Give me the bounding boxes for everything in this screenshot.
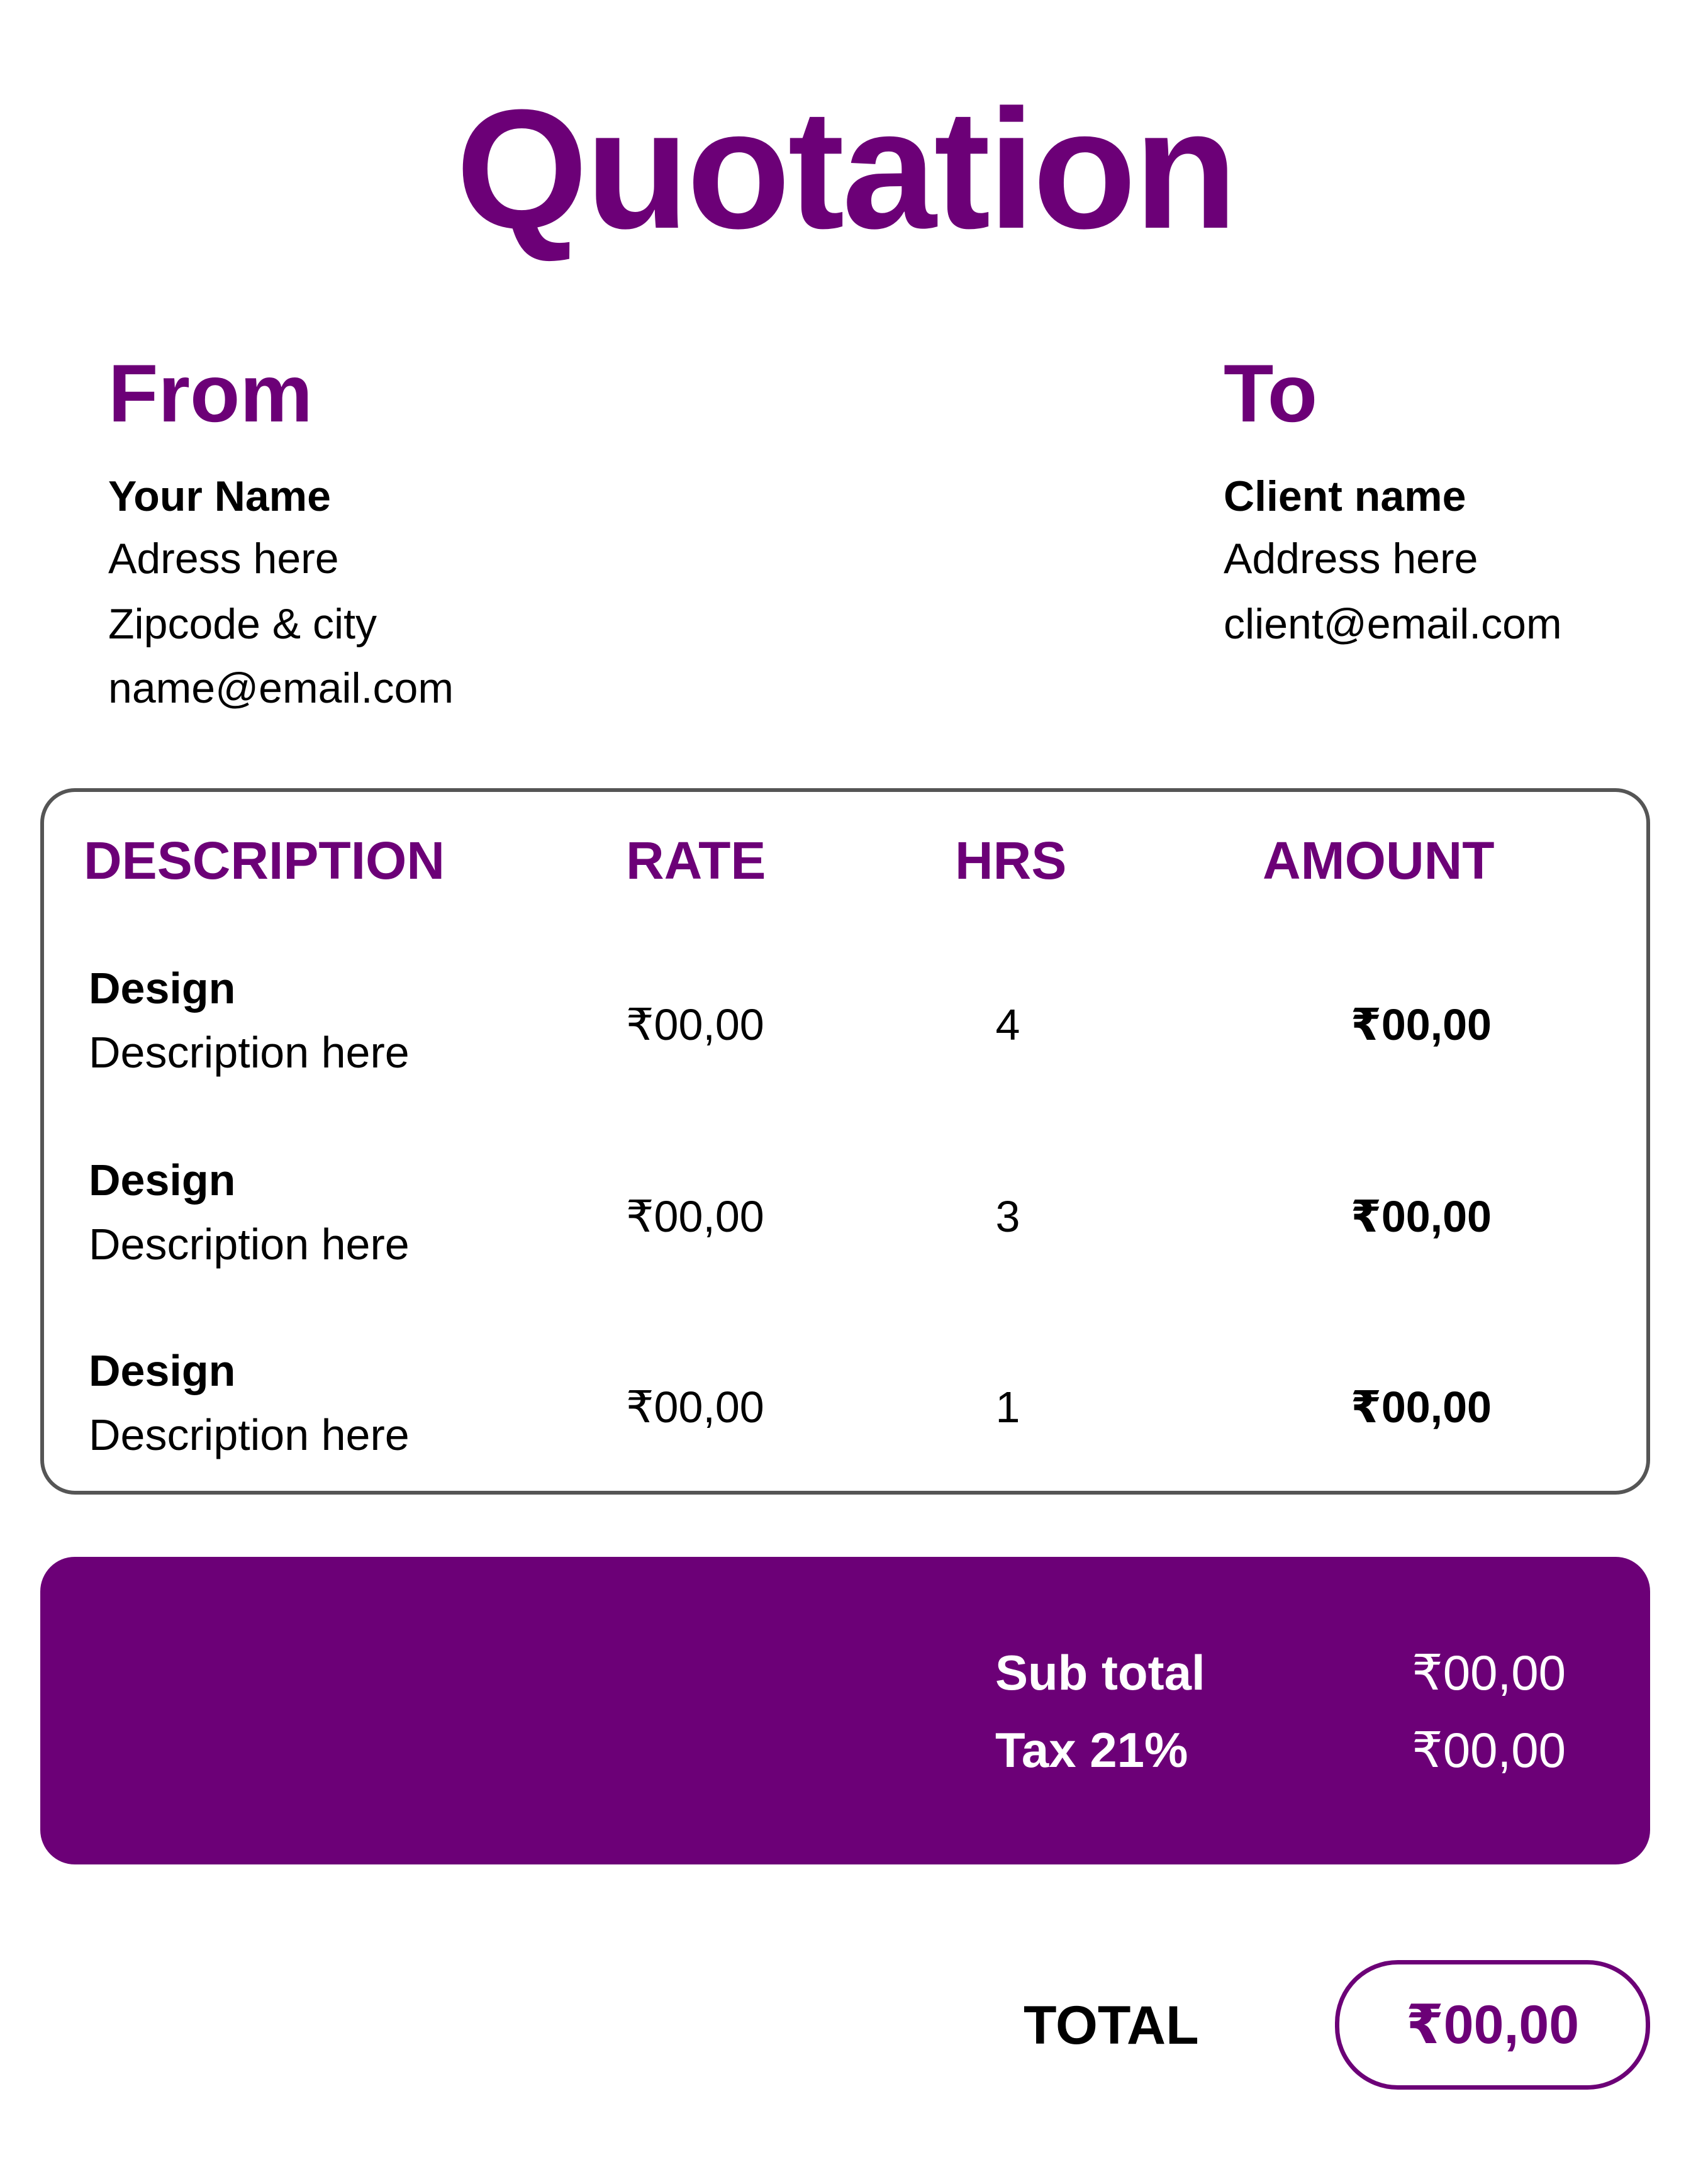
from-email: name@email.com	[108, 664, 454, 712]
subtotal-label: Sub total	[995, 1645, 1205, 1700]
line-items-table	[40, 788, 1650, 1495]
row-description: Description here	[89, 1220, 410, 1269]
header-hrs: HRS	[955, 831, 1067, 890]
total-label: TOTAL	[1024, 1995, 1199, 2056]
row-hrs: 1	[995, 1383, 1020, 1432]
to-email: client@email.com	[1224, 600, 1562, 648]
total-value: ₹00,00	[1335, 1960, 1650, 2090]
from-address: Adress here	[108, 535, 339, 582]
header-rate: RATE	[626, 831, 766, 890]
to-address: Address here	[1224, 535, 1478, 582]
row-hrs: 4	[995, 1000, 1020, 1049]
row-amount: ₹00,00	[1351, 1192, 1492, 1241]
row-description: Description here	[89, 1410, 410, 1459]
tax-value: ₹00,00	[1412, 1722, 1566, 1778]
header-description: DESCRIPTION	[84, 831, 445, 890]
row-rate: ₹00,00	[626, 1000, 764, 1049]
to-heading: To	[1224, 347, 1318, 439]
row-item: Design	[89, 1346, 236, 1395]
row-hrs: 3	[995, 1192, 1020, 1241]
totals-panel	[40, 1557, 1650, 1864]
row-rate: ₹00,00	[626, 1192, 764, 1241]
row-amount: ₹00,00	[1351, 1383, 1492, 1432]
row-amount: ₹00,00	[1351, 1000, 1492, 1049]
from-city: Zipcode & city	[108, 600, 377, 648]
page-title: Quotation	[455, 75, 1238, 264]
subtotal-value: ₹00,00	[1412, 1645, 1566, 1700]
to-name: Client name	[1224, 472, 1466, 520]
from-name: Your Name	[108, 472, 331, 520]
header-amount: AMOUNT	[1263, 831, 1495, 890]
row-description: Description here	[89, 1028, 410, 1077]
from-heading: From	[108, 347, 313, 439]
row-item: Design	[89, 964, 236, 1013]
tax-label: Tax 21%	[995, 1722, 1188, 1778]
row-item: Design	[89, 1156, 236, 1205]
row-rate: ₹00,00	[626, 1383, 764, 1432]
